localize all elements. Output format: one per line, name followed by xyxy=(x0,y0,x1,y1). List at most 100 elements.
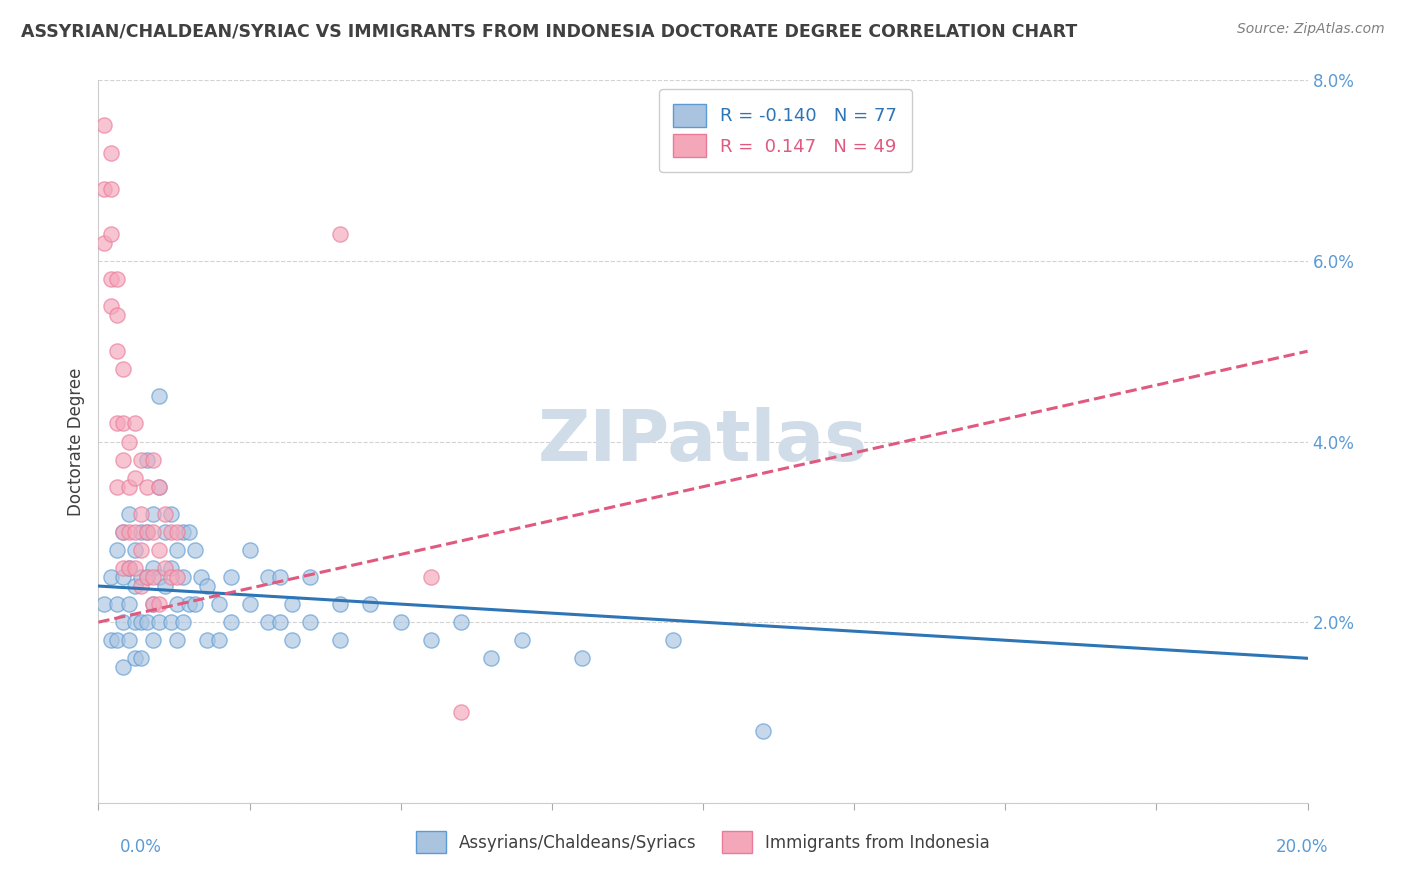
Point xyxy=(111,561,134,575)
Point xyxy=(111,452,134,467)
Point xyxy=(111,417,134,431)
Text: 20.0%: 20.0% xyxy=(1277,838,1329,855)
Point xyxy=(93,597,115,611)
Point xyxy=(153,524,176,539)
Point xyxy=(256,615,278,630)
Point xyxy=(179,524,201,539)
Point xyxy=(100,145,122,160)
Point xyxy=(329,597,352,611)
Point xyxy=(190,570,212,584)
Text: Source: ZipAtlas.com: Source: ZipAtlas.com xyxy=(1237,22,1385,37)
Point xyxy=(118,434,141,449)
Point xyxy=(360,597,382,611)
Point xyxy=(124,524,146,539)
Point xyxy=(129,579,152,593)
Point xyxy=(135,615,157,630)
Point xyxy=(153,507,176,521)
Point xyxy=(160,507,183,521)
Point xyxy=(153,561,176,575)
Point xyxy=(105,344,128,359)
Point xyxy=(118,597,141,611)
Point xyxy=(142,561,165,575)
Point xyxy=(93,235,115,250)
Legend: Assyrians/Chaldeans/Syriacs, Immigrants from Indonesia: Assyrians/Chaldeans/Syriacs, Immigrants … xyxy=(409,825,997,860)
Point xyxy=(179,597,201,611)
Point xyxy=(299,615,322,630)
Point xyxy=(329,633,352,648)
Point xyxy=(148,615,170,630)
Point xyxy=(124,615,146,630)
Point xyxy=(184,542,207,557)
Point xyxy=(135,524,157,539)
Point xyxy=(111,570,134,584)
Point xyxy=(166,542,188,557)
Point xyxy=(329,227,352,241)
Point xyxy=(172,615,194,630)
Point xyxy=(124,561,146,575)
Point xyxy=(269,570,291,584)
Point xyxy=(160,524,183,539)
Point xyxy=(118,524,141,539)
Point xyxy=(239,597,262,611)
Point xyxy=(93,119,115,133)
Point xyxy=(481,651,503,665)
Point xyxy=(256,570,278,584)
Point xyxy=(153,579,176,593)
Point xyxy=(148,389,170,403)
Point xyxy=(135,570,157,584)
Point xyxy=(142,524,165,539)
Text: 0.0%: 0.0% xyxy=(120,838,162,855)
Point xyxy=(195,579,218,593)
Point xyxy=(148,570,170,584)
Point xyxy=(129,570,152,584)
Point xyxy=(299,570,322,584)
Point xyxy=(208,597,231,611)
Point xyxy=(124,471,146,485)
Point xyxy=(166,524,188,539)
Point xyxy=(129,542,152,557)
Point xyxy=(166,570,188,584)
Point xyxy=(111,660,134,674)
Point xyxy=(281,633,304,648)
Point xyxy=(221,615,243,630)
Point xyxy=(105,480,128,494)
Point xyxy=(129,452,152,467)
Point xyxy=(160,615,183,630)
Point xyxy=(100,227,122,241)
Point xyxy=(389,615,412,630)
Point xyxy=(135,570,157,584)
Point xyxy=(148,597,170,611)
Text: ASSYRIAN/CHALDEAN/SYRIAC VS IMMIGRANTS FROM INDONESIA DOCTORATE DEGREE CORRELATI: ASSYRIAN/CHALDEAN/SYRIAC VS IMMIGRANTS F… xyxy=(21,22,1077,40)
Point xyxy=(142,633,165,648)
Point xyxy=(129,615,152,630)
Point xyxy=(118,507,141,521)
Point xyxy=(221,570,243,584)
Point xyxy=(142,507,165,521)
Point xyxy=(148,480,170,494)
Point xyxy=(269,615,291,630)
Point xyxy=(100,181,122,195)
Point xyxy=(100,299,122,313)
Point xyxy=(239,542,262,557)
Point xyxy=(105,597,128,611)
Y-axis label: Doctorate Degree: Doctorate Degree xyxy=(66,368,84,516)
Point xyxy=(142,452,165,467)
Point xyxy=(105,542,128,557)
Point xyxy=(124,651,146,665)
Point xyxy=(124,579,146,593)
Text: ZIPatlas: ZIPatlas xyxy=(538,407,868,476)
Point xyxy=(100,570,122,584)
Point xyxy=(184,597,207,611)
Point xyxy=(124,542,146,557)
Point xyxy=(111,362,134,376)
Point xyxy=(450,706,472,720)
Point xyxy=(124,417,146,431)
Point xyxy=(166,597,188,611)
Point xyxy=(129,524,152,539)
Point xyxy=(148,542,170,557)
Point xyxy=(510,633,533,648)
Point xyxy=(160,561,183,575)
Point xyxy=(135,524,157,539)
Point xyxy=(129,507,152,521)
Point xyxy=(93,181,115,195)
